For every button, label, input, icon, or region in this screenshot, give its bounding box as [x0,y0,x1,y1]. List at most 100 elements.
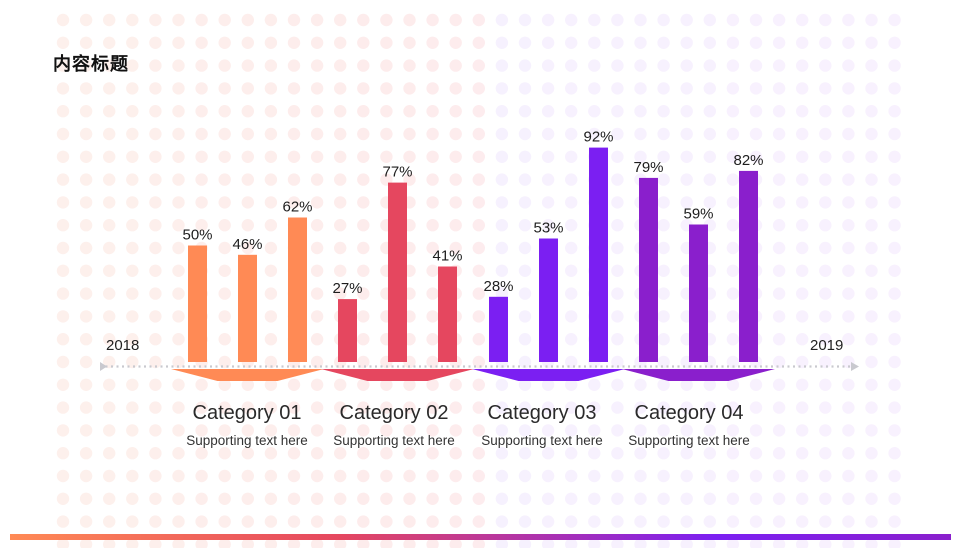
background-dot [56,287,70,300]
background-dot [426,264,439,277]
background-dot [888,219,901,232]
background-dot [772,492,786,505]
background-dot [726,424,740,437]
background-dot [218,127,231,141]
background-dot [264,105,278,118]
background-dot [865,59,878,72]
background-dot [56,492,70,505]
background-dot [380,150,393,163]
background-dot [657,333,670,346]
background-dot [218,378,231,391]
background-dot [241,127,254,141]
background-dot [103,515,116,528]
background-dot [819,469,832,483]
background-dot [495,127,509,141]
background-dot [126,150,139,163]
background-dot [56,36,70,49]
background-dot [149,424,162,437]
bar-value-label: 82% [733,152,763,169]
background-dot [126,469,139,483]
background-dot [772,36,786,49]
background-dot [449,59,462,72]
background-dot [172,355,185,369]
background-dot [819,333,832,346]
background-dot [79,515,93,528]
background-dot [149,173,162,186]
category-title: Category 04 [634,402,744,424]
background-dot [103,492,116,505]
background-dot [541,82,555,95]
background-dot [657,424,670,437]
background-dot [426,59,439,72]
background-dot [241,378,254,391]
group-wedge-marker [472,369,625,381]
background-dot [56,447,70,460]
background-dot [334,105,347,118]
background-dot [680,13,693,27]
background-dot [426,219,439,232]
background-dot [796,492,809,505]
background-dot [842,82,855,95]
background-dot [103,287,116,300]
background-dot [634,36,647,49]
background-dot [726,264,740,277]
background-dot [103,196,116,209]
background-dot [172,492,185,505]
background-dot [126,36,139,49]
background-dot [264,264,278,277]
bar-value-label: 92% [583,129,613,146]
background-dot [426,105,439,118]
background-dot [310,447,324,460]
background-dot [541,492,555,505]
background-dot [634,150,647,163]
background-dot [426,13,439,27]
background-dot [865,13,878,27]
background-dot [310,538,324,548]
background-dot [888,241,901,255]
background-dot [79,36,93,49]
background-dot [449,82,462,95]
bar-value-label: 62% [282,199,312,216]
background-dot [726,127,740,141]
background-dot [172,264,185,277]
background-dot [888,287,901,300]
background-dot [357,287,370,300]
background-dot [380,401,393,414]
background-dot [334,424,347,437]
background-dot [449,378,462,391]
background-dot [126,196,139,209]
background-dot [518,173,532,186]
background-dot [680,150,693,163]
background-dot [749,105,763,118]
background-dot [126,538,139,548]
background-dot [449,515,462,528]
background-dot [172,150,185,163]
background-dot [518,59,532,72]
background-dot [241,82,254,95]
background-dot [772,333,786,346]
background-dot [103,59,116,72]
background-dot [657,219,670,232]
background-dot [772,469,786,483]
background-dot [218,469,231,483]
background-dot [195,538,208,548]
background-dot [772,264,786,277]
background-dot [218,515,231,528]
background-dot [426,401,439,414]
background-dot [495,538,509,548]
category-block-2: Category 02 Supporting text here [319,402,469,448]
background-dot [264,196,278,209]
background-dot [565,515,578,528]
background-dot [703,515,716,528]
background-dot [241,401,254,414]
background-dot [865,196,878,209]
background-dot [888,59,901,72]
background-dot [195,447,208,460]
background-dot [334,173,347,186]
background-dot [403,150,416,163]
background-dot [472,219,485,232]
background-dot [449,150,462,163]
background-dot [796,173,809,186]
background-dot [819,59,832,72]
